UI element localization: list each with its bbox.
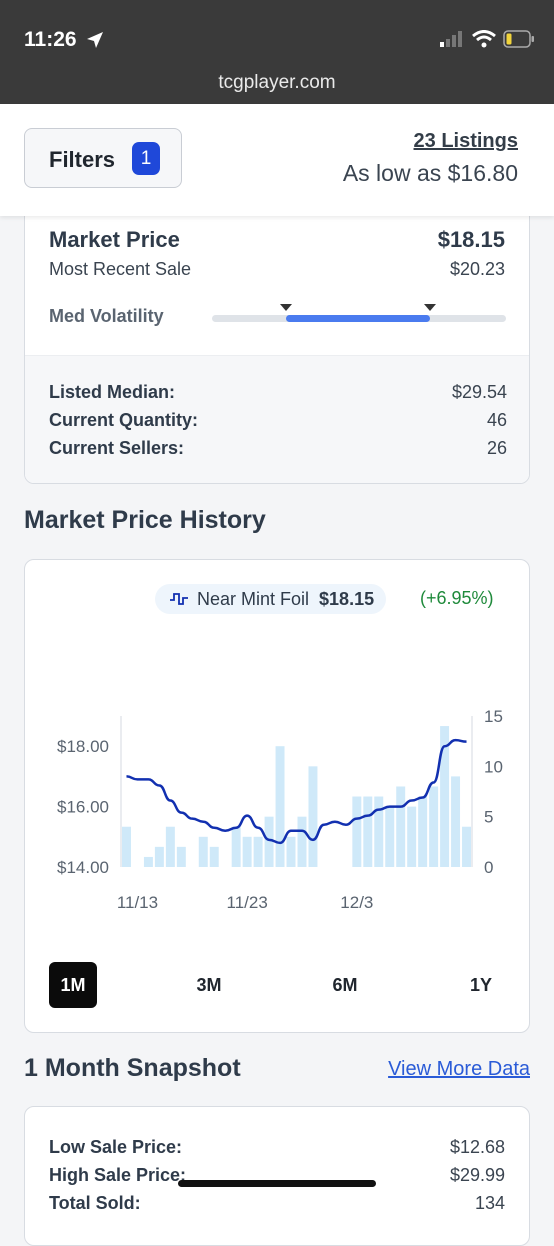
chart-bar (242, 836, 252, 867)
stat-label: High Sale Price: (49, 1165, 187, 1185)
market-price-card: Market Price $18.15 Most Recent Sale $20… (24, 200, 530, 484)
chart-bar (440, 726, 450, 867)
chart-bar (231, 826, 241, 867)
chart-x-tick-label: 11/23 (227, 893, 268, 912)
chart-bar (396, 786, 406, 867)
view-more-data-link[interactable]: View More Data (388, 1058, 530, 1080)
stat-label: Current Quantity: (49, 410, 199, 430)
filter-bar: Filters 1 23 Listings As low as $16.80 (0, 104, 554, 216)
chart-x-tick-label: 12/3 (340, 893, 373, 912)
cellular-signal-icon (440, 31, 462, 47)
chart-y-left-tick-label: $16.00 (57, 798, 109, 817)
stat-value: 26 (486, 438, 507, 458)
chart-bar (286, 836, 296, 867)
stat-row-total-sold: Total Sold: 134 (49, 1193, 505, 1219)
listing-stats: Listed Median: $29.54 Current Quantity: … (25, 355, 529, 483)
chart-bar (451, 776, 461, 867)
stat-value: 46 (486, 410, 507, 430)
status-bar: 11:26 tcgplayer.com (0, 0, 554, 104)
recent-sale-label: Most Recent Sale (49, 259, 192, 279)
range-6m-button[interactable]: 6M (332, 975, 358, 995)
chart-bar (385, 806, 395, 867)
price-history-title: Market Price History (24, 506, 266, 534)
chart-bar (462, 826, 471, 867)
chart-bar (198, 836, 208, 867)
chart-bar (122, 826, 131, 867)
series-legend[interactable]: Near Mint Foil $18.15 (155, 584, 387, 614)
legend-condition: Near Mint Foil (197, 588, 310, 609)
legend-price: $18.15 (319, 588, 375, 609)
chart-x-tick-label: 11/13 (117, 893, 158, 912)
battery-low-icon (503, 30, 534, 48)
chart-bar (209, 846, 219, 867)
chart-y-right-tick-label: 5 (484, 808, 493, 827)
volatility-range-fill (285, 315, 430, 322)
chart-y-right-tick-label: 10 (484, 757, 503, 776)
volatility-high-marker-icon (423, 304, 436, 311)
market-price-label: Market Price (49, 227, 180, 252)
stat-label: Current Sellers: (49, 438, 185, 458)
snapshot-title: 1 Month Snapshot (24, 1054, 241, 1082)
stat-label: Low Sale Price: (49, 1137, 183, 1157)
chart-bar (308, 766, 318, 867)
volatility-meter (212, 304, 506, 322)
range-1m-button[interactable]: 1M (49, 962, 97, 1008)
stat-row-current-quantity: Current Quantity: 46 (49, 410, 507, 436)
chart-bar (275, 746, 285, 867)
wifi-icon (472, 30, 496, 48)
volatility-label: Med Volatility (49, 306, 164, 326)
snapshot-card: Low Sale Price: $12.68 High Sale Price: … (24, 1106, 530, 1246)
chart-bar (352, 796, 362, 867)
recent-sale-value: $20.23 (449, 259, 505, 279)
price-history-chart[interactable]: $18.00 $16.00 $14.00 15 10 5 0 11/13 11/23 12/3 (25, 700, 531, 920)
stat-label: Total Sold: (49, 1193, 141, 1213)
chart-bar (407, 806, 417, 867)
chart-bar (418, 796, 428, 867)
range-3m-button[interactable]: 3M (196, 975, 222, 995)
filters-label: Filters (49, 147, 116, 172)
chart-y-left-tick-label: $14.00 (57, 858, 109, 877)
price-history-card: Near Mint Foil $18.15 (+6.95%) $18.00 $16… (24, 559, 530, 1033)
pulse-icon (170, 593, 188, 605)
chart-bar (297, 816, 307, 867)
chart-bar (363, 796, 373, 867)
status-time: 11:26 (24, 28, 77, 51)
chart-y-right-tick-label: 0 (484, 858, 493, 877)
location-arrow-icon (87, 32, 103, 48)
address-bar-url[interactable]: tcgplayer.com (218, 72, 336, 93)
stat-value: $12.68 (449, 1137, 505, 1157)
filters-button[interactable]: Filters 1 (24, 128, 182, 188)
volatility-low-marker-icon (279, 304, 292, 311)
as-low-as-price: As low as $16.80 (342, 160, 518, 186)
market-price-value: $18.15 (437, 227, 505, 252)
chart-bar (253, 836, 263, 867)
chart-bar (374, 796, 384, 867)
chart-y-left-tick-label: $18.00 (57, 737, 109, 756)
stat-value: 134 (474, 1193, 505, 1213)
stat-value: $29.54 (451, 382, 507, 402)
chart-y-right-tick-label: 15 (484, 707, 503, 726)
chart-bar (264, 816, 274, 867)
chart-bar (143, 856, 153, 867)
chart-bar (176, 846, 186, 867)
stat-row-current-sellers: Current Sellers: 26 (49, 438, 507, 464)
chart-bar (165, 826, 175, 867)
chart-bar (429, 786, 439, 867)
home-indicator[interactable] (178, 1180, 376, 1187)
stat-row-low-sale: Low Sale Price: $12.68 (49, 1137, 505, 1163)
chart-bar (154, 846, 164, 867)
range-1y-button[interactable]: 1Y (469, 975, 493, 995)
filters-count-badge: 1 (132, 142, 160, 175)
price-change: (+6.95%) (420, 588, 494, 608)
stat-value: $29.99 (449, 1165, 505, 1185)
stat-label: Listed Median: (49, 382, 176, 402)
listings-link[interactable]: 23 Listings (413, 130, 518, 152)
chart-price-line (126, 738, 467, 845)
stat-row-high-sale: High Sale Price: $29.99 (49, 1165, 505, 1191)
stat-row-listed-median: Listed Median: $29.54 (49, 382, 507, 408)
